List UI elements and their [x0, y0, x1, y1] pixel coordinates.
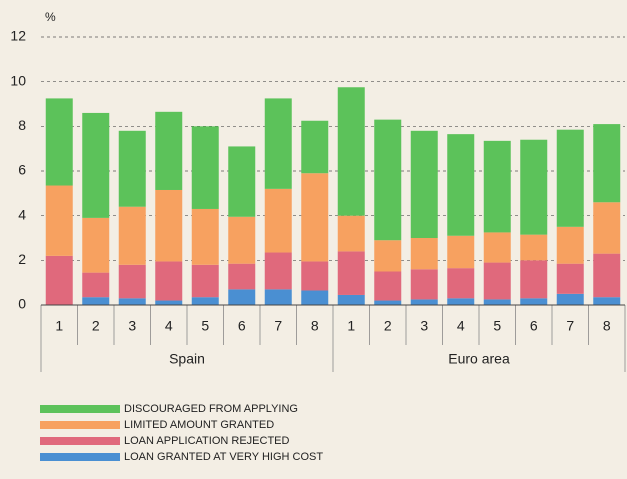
- bar-segment: [45, 185, 73, 256]
- bar-segment: [118, 130, 146, 207]
- bar-segment: [191, 208, 219, 265]
- legend-swatch: [40, 437, 120, 445]
- bar-segment: [191, 297, 219, 305]
- x-tick-label: 8: [603, 318, 611, 334]
- bar-segment: [264, 252, 292, 290]
- bar-segment: [374, 240, 402, 272]
- bar-segment: [593, 202, 621, 254]
- bar-segment: [228, 289, 256, 305]
- y-tick-label: 0: [18, 296, 26, 312]
- bar-segment: [155, 300, 183, 305]
- bar-segment: [556, 263, 584, 294]
- bar-segment: [520, 260, 548, 299]
- x-tick-label: 2: [384, 318, 392, 334]
- legend-label: DISCOURAGED FROM APPLYING: [124, 403, 298, 415]
- bar-segment: [447, 134, 475, 236]
- bar-segment: [337, 215, 365, 252]
- bar-segment: [483, 232, 511, 263]
- bar-segment: [520, 139, 548, 235]
- bar-segment: [556, 293, 584, 305]
- bar-segment: [410, 299, 438, 305]
- bar-segment: [82, 217, 110, 273]
- bar-segment: [45, 98, 73, 186]
- bar-segment: [593, 253, 621, 298]
- x-tick-label: 3: [420, 318, 428, 334]
- x-tick-label: 1: [347, 318, 355, 334]
- group-label: Spain: [169, 351, 205, 367]
- bar-segment: [118, 206, 146, 265]
- bar-segment: [483, 140, 511, 233]
- x-tick-label: 4: [165, 318, 173, 334]
- bar-segment: [45, 255, 73, 305]
- bar-segment: [337, 87, 365, 216]
- bar-segment: [301, 173, 329, 262]
- bar-segment: [593, 297, 621, 305]
- y-tick-label: 6: [18, 162, 26, 178]
- y-tick-label: 12: [10, 28, 26, 44]
- legend-label: LOAN GRANTED AT VERY HIGH COST: [124, 451, 323, 463]
- bar-segment: [374, 300, 402, 305]
- bar-segment: [301, 120, 329, 174]
- bar-segment: [483, 262, 511, 300]
- bar-segment: [264, 188, 292, 253]
- y-tick-label: 2: [18, 251, 26, 267]
- bar-segment: [118, 298, 146, 305]
- y-tick-label: 8: [18, 117, 26, 133]
- bar-segment: [264, 98, 292, 189]
- bar-segment: [82, 112, 110, 218]
- x-tick-label: 7: [274, 318, 282, 334]
- x-tick-label: 6: [530, 318, 538, 334]
- bar-segment: [593, 124, 621, 203]
- bar-segment: [410, 238, 438, 270]
- bar-segment: [191, 264, 219, 298]
- bar-segment: [228, 216, 256, 264]
- x-tick-label: 2: [92, 318, 100, 334]
- bar-segment: [228, 263, 256, 290]
- bar-segment: [556, 226, 584, 264]
- bar-segment: [520, 298, 548, 305]
- y-tick-label: 4: [18, 206, 26, 222]
- x-tick-label: 6: [238, 318, 246, 334]
- x-tick-label: 3: [128, 318, 136, 334]
- bar-segment: [410, 130, 438, 238]
- legend-swatch: [40, 453, 120, 461]
- x-tick-label: 4: [457, 318, 465, 334]
- group-label: Euro area: [448, 351, 510, 367]
- bar-segment: [155, 189, 183, 262]
- y-axis-label: %: [45, 10, 56, 24]
- bar-segment: [447, 268, 475, 299]
- bar-segment: [483, 299, 511, 305]
- bar-segment: [301, 261, 329, 291]
- bar-segment: [337, 294, 365, 305]
- bar-segment: [264, 289, 292, 305]
- bar-segment: [118, 264, 146, 299]
- y-tick-label: 10: [10, 72, 26, 88]
- legend-swatch: [40, 421, 120, 429]
- bar-segment: [374, 271, 402, 301]
- bar-segment: [82, 297, 110, 305]
- bar-segment: [337, 251, 365, 295]
- x-tick-label: 8: [311, 318, 319, 334]
- legend-label: LOAN APPLICATION REJECTED: [124, 435, 290, 447]
- bar-segment: [374, 119, 402, 241]
- x-tick-label: 7: [566, 318, 574, 334]
- bar-segment: [447, 235, 475, 269]
- bar-segment: [520, 234, 548, 261]
- x-tick-label: 5: [493, 318, 501, 334]
- bar-segment: [191, 126, 219, 209]
- x-tick-label: 5: [201, 318, 209, 334]
- bar-segment: [228, 146, 256, 217]
- x-tick-label: 1: [55, 318, 63, 334]
- legend-label: LIMITED AMOUNT GRANTED: [124, 419, 274, 431]
- bar-segment: [82, 272, 110, 298]
- bar-segment: [556, 129, 584, 227]
- legend-swatch: [40, 405, 120, 413]
- bar-segment: [410, 269, 438, 300]
- bar-segment: [301, 290, 329, 305]
- bar-segment: [155, 111, 183, 190]
- bar-segment: [155, 261, 183, 301]
- bar-segment: [447, 298, 475, 305]
